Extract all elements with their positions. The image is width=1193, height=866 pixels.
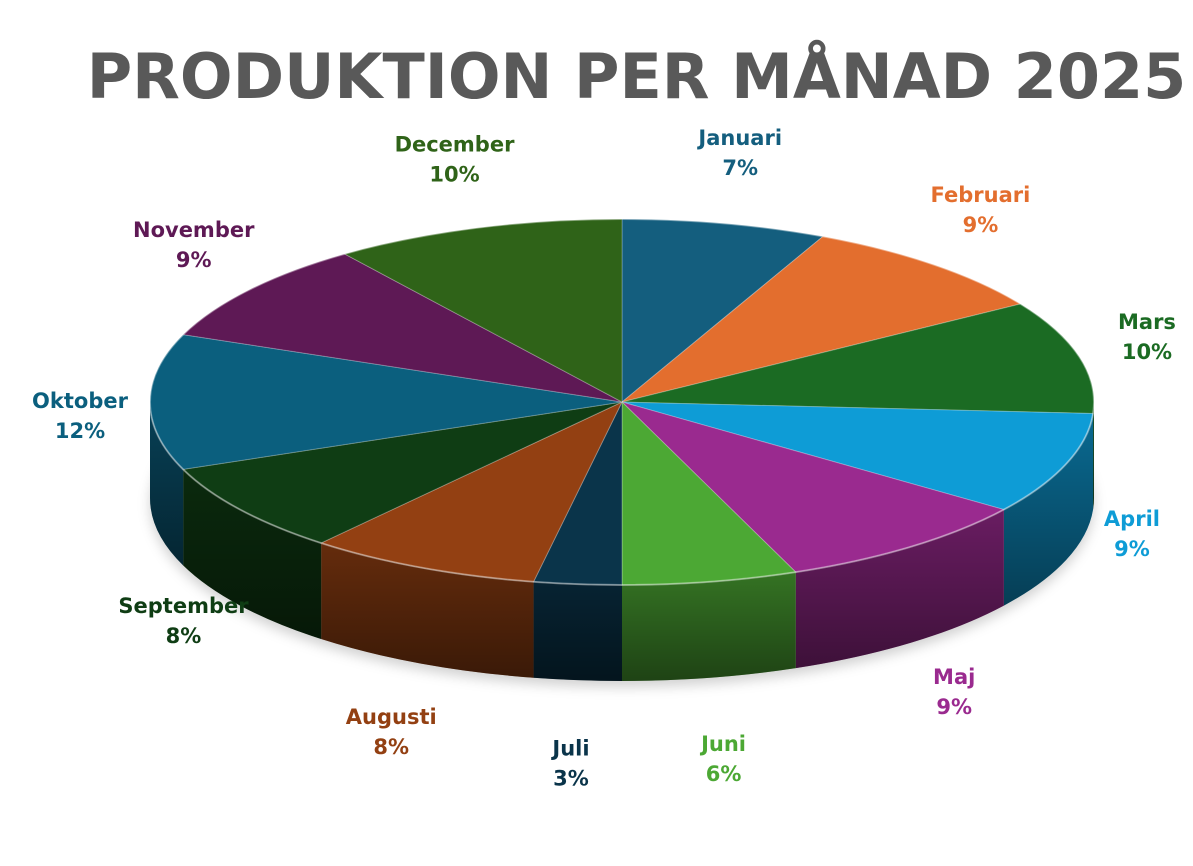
slice-oktober <box>149 334 623 470</box>
slice-november <box>182 253 623 403</box>
slice-label-name: Februari <box>931 183 1031 207</box>
slice-label-value: 8% <box>373 735 409 759</box>
slice-side-juni <box>622 572 796 681</box>
slice-side-maj <box>795 509 1004 669</box>
slice-augusti <box>319 400 624 583</box>
slice-side-shade-juni <box>622 572 796 681</box>
slice-label-value: 9% <box>1114 537 1150 561</box>
slice-side-shade-april <box>1003 413 1094 606</box>
slice-label-value: 10% <box>1122 340 1172 364</box>
slice-label-name: Juli <box>550 736 589 760</box>
slice-label-value: 3% <box>553 766 589 790</box>
pie-rim-highlight <box>149 218 1095 586</box>
slice-label-name: December <box>395 132 516 156</box>
slice-label-value: 8% <box>166 624 202 648</box>
slice-label-value: 12% <box>55 419 105 443</box>
slice-side-shade-mars <box>1093 402 1094 510</box>
slice-label-name: Oktober <box>32 389 129 413</box>
slice-label-mars: Mars 10% <box>1118 310 1176 364</box>
slice-september <box>182 401 623 544</box>
slice-side-shade-oktober <box>150 402 184 566</box>
slice-side-shade-maj <box>795 509 1004 669</box>
slice-label-februari: Februari 9% <box>931 183 1031 237</box>
slice-maj <box>621 401 1006 573</box>
slice-label-name: Augusti <box>346 705 437 729</box>
slice-labels: Januari 7% Februari 9% Mars 10% April 9% Maj 9% Ju… <box>32 126 1176 790</box>
slice-label-september: September 8% <box>118 594 249 648</box>
slice-januari <box>621 218 825 404</box>
slice-label-name: Maj <box>933 665 975 689</box>
slice-side-april <box>1003 413 1094 606</box>
slice-label-januari: Januari 7% <box>696 126 782 180</box>
slice-label-value: 10% <box>429 162 479 186</box>
slice-label-maj: Maj 9% <box>933 665 975 719</box>
slice-label-name: Mars <box>1118 310 1176 334</box>
pie-sides <box>150 402 1094 681</box>
slice-side-mars <box>1093 402 1094 510</box>
slice-side-juli <box>533 581 622 681</box>
slice-april <box>621 401 1094 511</box>
slice-label-name: September <box>118 594 249 618</box>
slice-label-name: Januari <box>696 126 782 150</box>
slice-side-augusti <box>321 543 534 678</box>
slice-december <box>343 218 623 403</box>
slice-label-april: April 9% <box>1104 507 1160 561</box>
slice-side-shade-september <box>183 469 322 640</box>
slice-label-name: November <box>133 218 255 242</box>
slice-label-juni: Juni 6% <box>699 732 746 786</box>
slice-label-value: 9% <box>176 248 212 272</box>
slice-juni <box>621 400 797 586</box>
slice-label-juli: Juli 3% <box>550 736 589 790</box>
slice-side-september <box>183 469 322 640</box>
slice-februari <box>621 235 1022 403</box>
slice-label-value: 7% <box>722 156 758 180</box>
slice-label-december: December 10% <box>395 132 516 186</box>
slice-label-november: November 9% <box>133 218 255 272</box>
slice-label-augusti: Augusti 8% <box>346 705 437 759</box>
slice-side-shade-augusti <box>321 543 534 678</box>
slice-side-shade-juli <box>533 581 622 681</box>
slice-side-oktober <box>150 402 184 566</box>
slice-label-value: 9% <box>963 213 999 237</box>
slice-juli <box>532 401 623 586</box>
slice-label-value: 6% <box>706 762 742 786</box>
slice-label-name: Juni <box>699 732 746 756</box>
slice-label-value: 9% <box>936 695 972 719</box>
slice-mars <box>621 303 1095 415</box>
pie-top <box>149 218 1095 586</box>
slice-label-oktober: Oktober 12% <box>32 389 129 443</box>
slice-label-name: April <box>1104 507 1160 531</box>
chart-title: PRODUKTION PER MÅNAD 2025 <box>86 40 1187 113</box>
